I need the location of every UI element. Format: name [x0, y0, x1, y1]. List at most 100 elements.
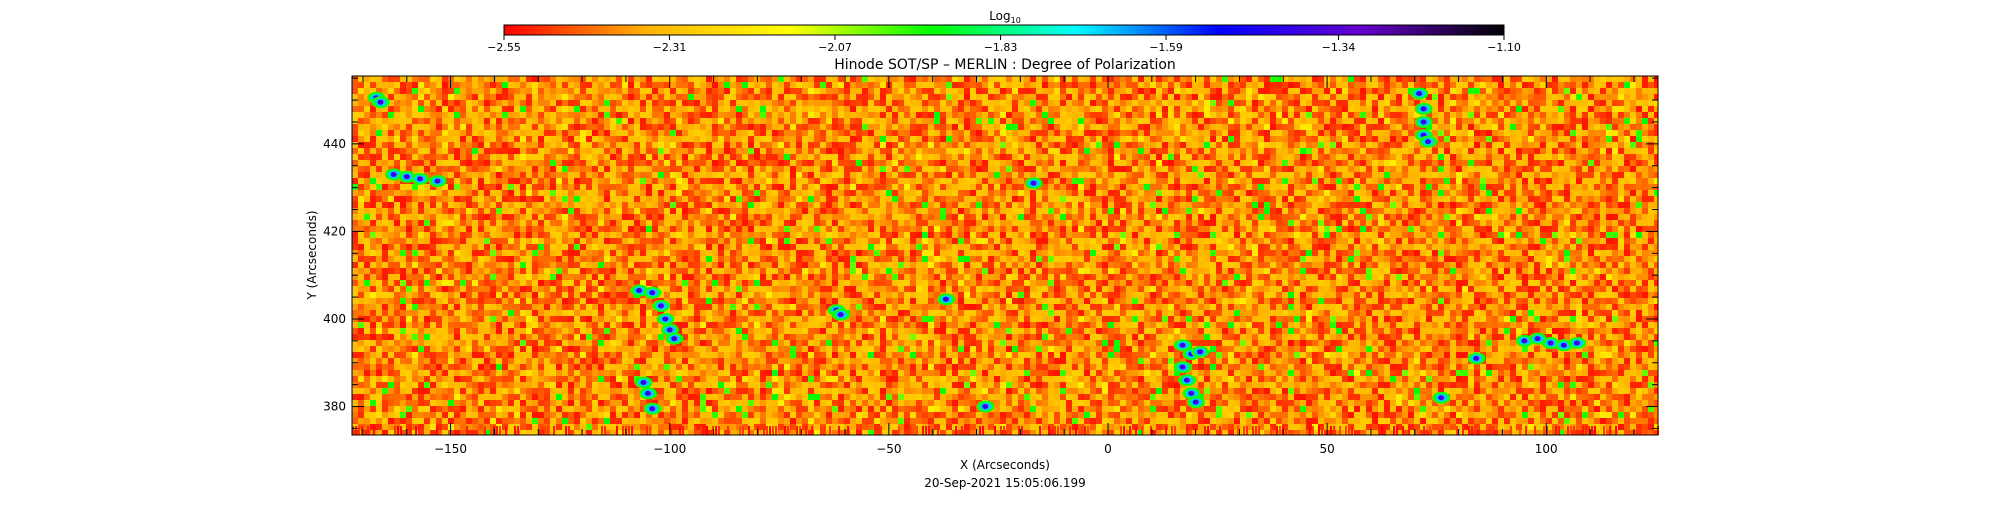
heatmap-cell: [1342, 136, 1348, 142]
heatmap-cell: [1216, 190, 1222, 196]
heatmap-cell: [826, 166, 832, 172]
heatmap-cell: [1096, 94, 1102, 100]
heatmap-cell: [1042, 112, 1048, 118]
heatmap-cell: [1372, 202, 1378, 208]
heatmap-cell: [1342, 94, 1348, 100]
heatmap-cell: [952, 112, 958, 118]
heatmap-cell: [1510, 82, 1516, 88]
heatmap-cell: [484, 184, 490, 190]
heatmap-cell: [1594, 106, 1600, 112]
heatmap-cell: [1540, 136, 1546, 142]
heatmap-cell: [1420, 172, 1426, 178]
heatmap-cell: [1084, 118, 1090, 124]
heatmap-cell: [550, 196, 556, 202]
heatmap-cell: [1462, 166, 1468, 172]
heatmap-cell: [1606, 130, 1612, 136]
heatmap-cell: [616, 172, 622, 178]
heatmap-cell: [538, 106, 544, 112]
heatmap-cell: [1414, 208, 1420, 214]
heatmap-cell: [1222, 178, 1228, 184]
heatmap-cell: [586, 100, 592, 106]
heatmap-cell: [676, 196, 682, 202]
heatmap-cell: [586, 202, 592, 208]
heatmap-cell: [664, 82, 670, 88]
heatmap-cell: [1648, 160, 1654, 166]
heatmap-cell: [1138, 154, 1144, 160]
heatmap-cell: [652, 154, 658, 160]
heatmap-cell: [676, 106, 682, 112]
heatmap-cell: [1144, 172, 1150, 178]
heatmap-cell: [1120, 196, 1126, 202]
heatmap-cell: [604, 184, 610, 190]
heatmap-cell: [1186, 142, 1192, 148]
heatmap-cell: [832, 118, 838, 124]
heatmap-cell: [640, 148, 646, 154]
heatmap-cell: [1132, 160, 1138, 166]
heatmap-cell: [724, 76, 730, 82]
heatmap-cell: [460, 76, 466, 82]
heatmap-cell: [1156, 76, 1162, 82]
heatmap-cell: [880, 154, 886, 160]
heatmap-cell: [628, 190, 634, 196]
heatmap-cell: [1426, 202, 1432, 208]
heatmap-cell: [988, 184, 994, 190]
heatmap-cell: [712, 178, 718, 184]
heatmap-cell: [1366, 124, 1372, 130]
heatmap-cell: [856, 190, 862, 196]
heatmap-cell: [442, 88, 448, 94]
heatmap-cell: [1186, 130, 1192, 136]
heatmap-cell: [1438, 160, 1444, 166]
heatmap-cell: [1570, 124, 1576, 130]
heatmap-cell: [1024, 160, 1030, 166]
heatmap-cell: [1204, 94, 1210, 100]
heatmap-cell: [1636, 160, 1642, 166]
heatmap-cell: [394, 148, 400, 154]
heatmap-cell: [1360, 100, 1366, 106]
heatmap-cell: [454, 100, 460, 106]
heatmap-cell: [1270, 106, 1276, 112]
heatmap-cell: [1222, 118, 1228, 124]
heatmap-cell: [814, 166, 820, 172]
heatmap-cell: [1300, 76, 1306, 82]
heatmap-cell: [1078, 208, 1084, 214]
heatmap-cell: [478, 160, 484, 166]
heatmap-cell: [1174, 184, 1180, 190]
heatmap-cell: [1060, 190, 1066, 196]
heatmap-cell: [1090, 136, 1096, 142]
heatmap-cell: [856, 82, 862, 88]
heatmap-cell: [1222, 88, 1228, 94]
heatmap-cell: [1120, 154, 1126, 160]
heatmap-cell: [1492, 178, 1498, 184]
heatmap-cell: [1252, 142, 1258, 148]
heatmap-cell: [424, 208, 430, 214]
heatmap-cell: [1024, 130, 1030, 136]
heatmap-cell: [1312, 100, 1318, 106]
heatmap-cell: [1054, 208, 1060, 214]
heatmap-cell: [622, 178, 628, 184]
heatmap-cell: [682, 154, 688, 160]
heatmap-cell: [550, 178, 556, 184]
heatmap-cell: [1048, 148, 1054, 154]
heatmap-cell: [814, 202, 820, 208]
heatmap-cell: [412, 100, 418, 106]
heatmap-cell: [1408, 196, 1414, 202]
heatmap-cell: [814, 190, 820, 196]
heatmap-cell: [1642, 172, 1648, 178]
heatmap-cell: [514, 160, 520, 166]
heatmap-cell: [1432, 190, 1438, 196]
heatmap-cell: [1426, 76, 1432, 82]
heatmap-cell: [586, 130, 592, 136]
heatmap-cell: [520, 148, 526, 154]
heatmap-cell: [760, 94, 766, 100]
heatmap-cell: [568, 154, 574, 160]
heatmap-cell: [748, 208, 754, 214]
heatmap-cell: [1108, 130, 1114, 136]
heatmap-cell: [988, 88, 994, 94]
heatmap-cell: [1408, 208, 1414, 214]
heatmap-cell: [766, 208, 772, 214]
heatmap-cell: [1300, 142, 1306, 148]
heatmap-cell: [1288, 166, 1294, 172]
heatmap-cell: [1444, 196, 1450, 202]
heatmap-cell: [424, 88, 430, 94]
heatmap-cell: [508, 124, 514, 130]
